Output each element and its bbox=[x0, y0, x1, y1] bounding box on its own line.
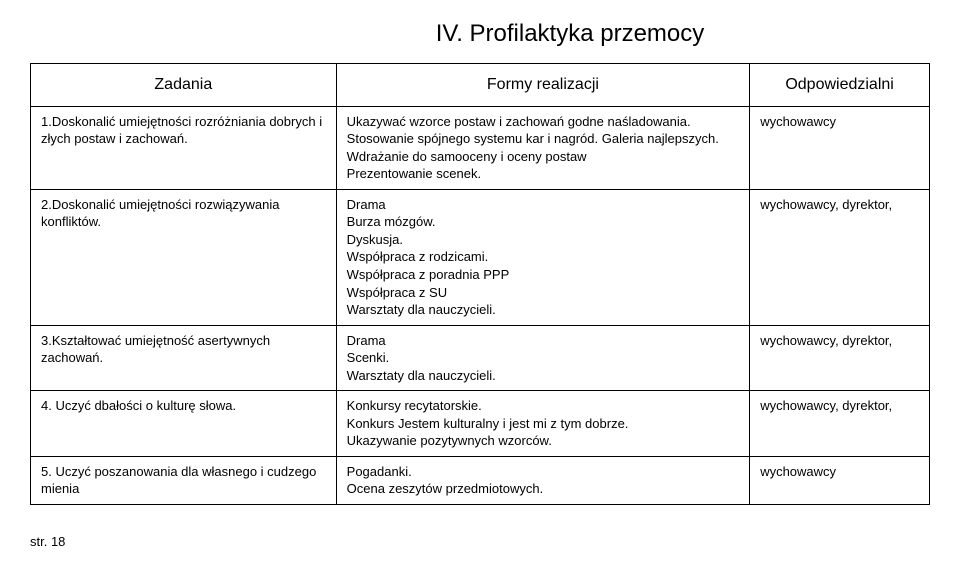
cell-odp: wychowawcy bbox=[750, 106, 930, 189]
table-row: 3.Kształtować umiejętność asertywnych za… bbox=[31, 325, 930, 391]
table-row: 5. Uczyć poszanowania dla własnego i cud… bbox=[31, 456, 930, 504]
main-table: Zadania Formy realizacji Odpowiedzialni … bbox=[30, 63, 930, 505]
cell-zadania: 2.Doskonalić umiejętności rozwiązywania … bbox=[31, 189, 337, 325]
cell-formy: Pogadanki. Ocena zeszytów przedmiotowych… bbox=[336, 456, 750, 504]
page-title: IV. Profilaktyka przemocy bbox=[30, 20, 930, 48]
cell-zadania: 3.Kształtować umiejętność asertywnych za… bbox=[31, 325, 337, 391]
header-formy: Formy realizacji bbox=[336, 64, 750, 107]
table-row: 1.Doskonalić umiejętności rozróżniania d… bbox=[31, 106, 930, 189]
cell-formy: Ukazywać wzorce postaw i zachowań godne … bbox=[336, 106, 750, 189]
cell-odp: wychowawcy bbox=[750, 456, 930, 504]
header-row: Zadania Formy realizacji Odpowiedzialni bbox=[31, 64, 930, 107]
table-row: 2.Doskonalić umiejętności rozwiązywania … bbox=[31, 189, 930, 325]
cell-odp: wychowawcy, dyrektor, bbox=[750, 325, 930, 391]
header-odp: Odpowiedzialni bbox=[750, 64, 930, 107]
cell-zadania: 5. Uczyć poszanowania dla własnego i cud… bbox=[31, 456, 337, 504]
header-zadania: Zadania bbox=[31, 64, 337, 107]
cell-zadania: 4. Uczyć dbałości o kulturę słowa. bbox=[31, 391, 337, 457]
page-number: str. 18 bbox=[30, 534, 65, 549]
table-row: 4. Uczyć dbałości o kulturę słowa. Konku… bbox=[31, 391, 930, 457]
cell-odp: wychowawcy, dyrektor, bbox=[750, 189, 930, 325]
cell-zadania: 1.Doskonalić umiejętności rozróżniania d… bbox=[31, 106, 337, 189]
cell-formy: Drama Burza mózgów. Dyskusja. Współpraca… bbox=[336, 189, 750, 325]
cell-formy: Drama Scenki. Warsztaty dla nauczycieli. bbox=[336, 325, 750, 391]
cell-odp: wychowawcy, dyrektor, bbox=[750, 391, 930, 457]
cell-formy: Konkursy recytatorskie. Konkurs Jestem k… bbox=[336, 391, 750, 457]
